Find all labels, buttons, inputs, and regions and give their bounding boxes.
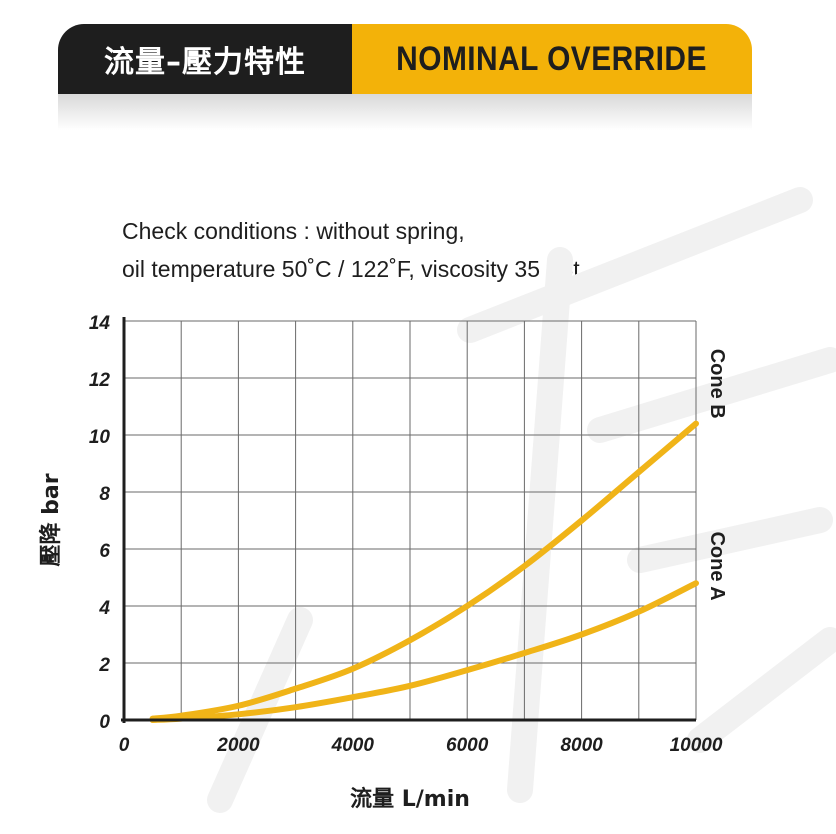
header-banner: 流量–壓力特性 NOMINAL OVERRIDE [58, 24, 752, 94]
y-axis-label: 壓降 bar [39, 473, 64, 566]
y-tick-label: 0 [99, 712, 110, 733]
chart-axes [121, 317, 696, 723]
x-tick-label: 10000 [670, 735, 723, 756]
y-tick-labels: 0 2 4 6 8 10 12 14 [89, 313, 111, 733]
x-tick-label: 2000 [216, 735, 260, 756]
series-label-cone-a: Cone A [706, 531, 728, 600]
header-title-zh: 流量–壓力特性 [104, 45, 306, 80]
header-shadow [58, 94, 752, 130]
series-labels: Cone B Cone A [706, 349, 728, 601]
x-tick-labels: 0 2000 4000 6000 8000 10000 [119, 735, 723, 756]
header-title-zh-box: 流量–壓力特性 [58, 24, 352, 94]
x-tick-label: 8000 [560, 735, 603, 756]
y-tick-label: 14 [89, 313, 111, 334]
header-title-en: NOMINAL OVERRIDE [396, 39, 708, 78]
conditions-line-1: Check conditions : without spring, [122, 218, 465, 244]
series-label-cone-b: Cone B [706, 349, 728, 419]
x-axis-label: 流量 L/min [350, 786, 470, 812]
series-line-cone-b [149, 420, 699, 722]
y-tick-label: 8 [99, 484, 110, 505]
series-line-cone-a [149, 580, 699, 723]
y-tick-label: 2 [98, 655, 110, 676]
chart-grid [124, 320, 697, 720]
x-tick-label: 0 [119, 735, 130, 756]
chart-curves [149, 420, 699, 723]
y-tick-label: 4 [98, 598, 110, 619]
x-tick-label: 4000 [331, 735, 375, 756]
y-tick-label: 12 [89, 370, 111, 391]
header-title-en-box: NOMINAL OVERRIDE [352, 24, 752, 94]
y-tick-label: 6 [99, 541, 110, 562]
x-tick-label: 6000 [446, 735, 489, 756]
y-tick-label: 10 [89, 427, 111, 448]
